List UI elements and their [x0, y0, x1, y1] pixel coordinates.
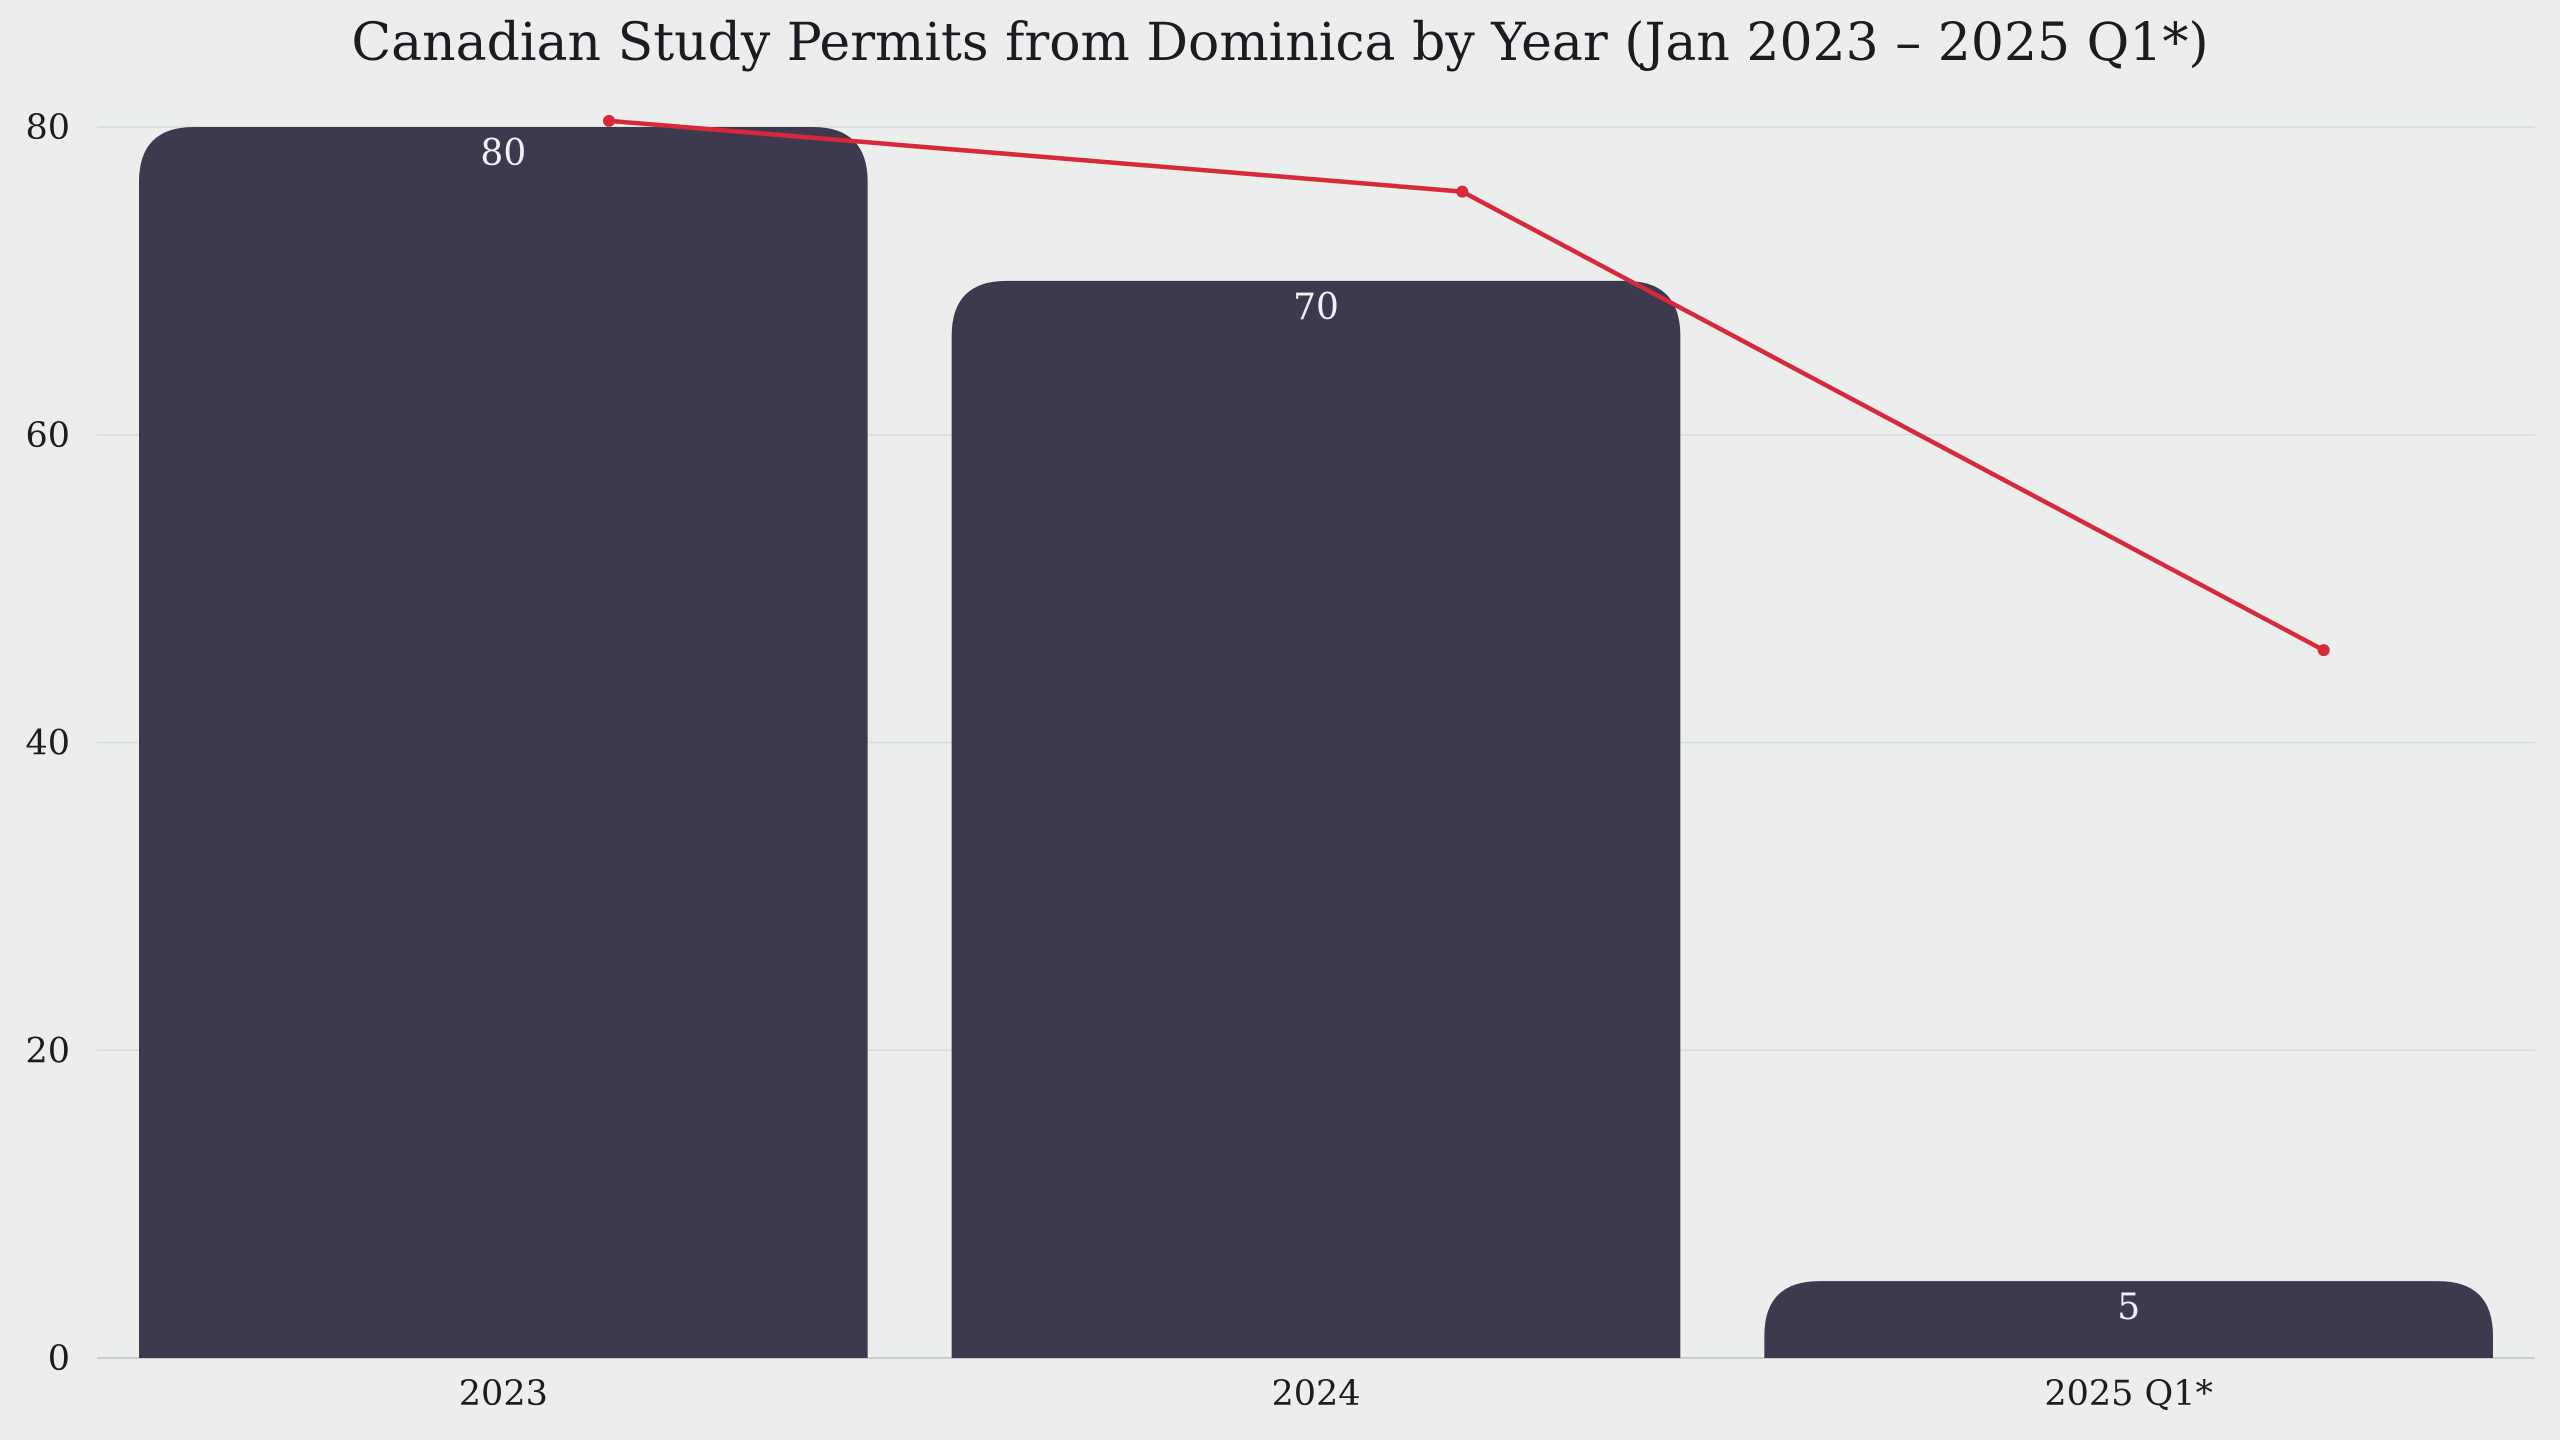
- trend-point: [2317, 644, 2330, 657]
- bar-data-labels: 80 70 5: [480, 133, 2140, 1328]
- bars: [139, 127, 2493, 1358]
- y-tick-label: 40: [25, 724, 70, 764]
- bar: [139, 127, 868, 1358]
- chart-title: Canadian Study Permits from Dominica by …: [351, 13, 2208, 73]
- x-tick-label: 2023: [459, 1374, 548, 1414]
- bar-data-label: 70: [1293, 287, 1339, 328]
- y-axis: 0 20 40 60 80: [25, 108, 70, 1379]
- x-tick-label: 2025 Q1*: [2044, 1374, 2213, 1414]
- y-tick-label: 60: [25, 416, 70, 456]
- x-axis: 2023 2024 2025 Q1*: [459, 1374, 2213, 1414]
- bar: [1764, 1281, 2493, 1358]
- trend-line-series: [602, 114, 2330, 657]
- trend-point: [1456, 185, 1469, 198]
- bar: [951, 280, 1681, 1358]
- trend-point: [602, 114, 615, 127]
- bar-data-label: 5: [2117, 1287, 2140, 1328]
- y-tick-label: 0: [48, 1339, 70, 1379]
- bar-data-label: 80: [480, 133, 526, 174]
- y-tick-label: 20: [25, 1031, 70, 1071]
- x-tick-label: 2024: [1271, 1374, 1360, 1414]
- y-tick-label: 80: [25, 108, 70, 148]
